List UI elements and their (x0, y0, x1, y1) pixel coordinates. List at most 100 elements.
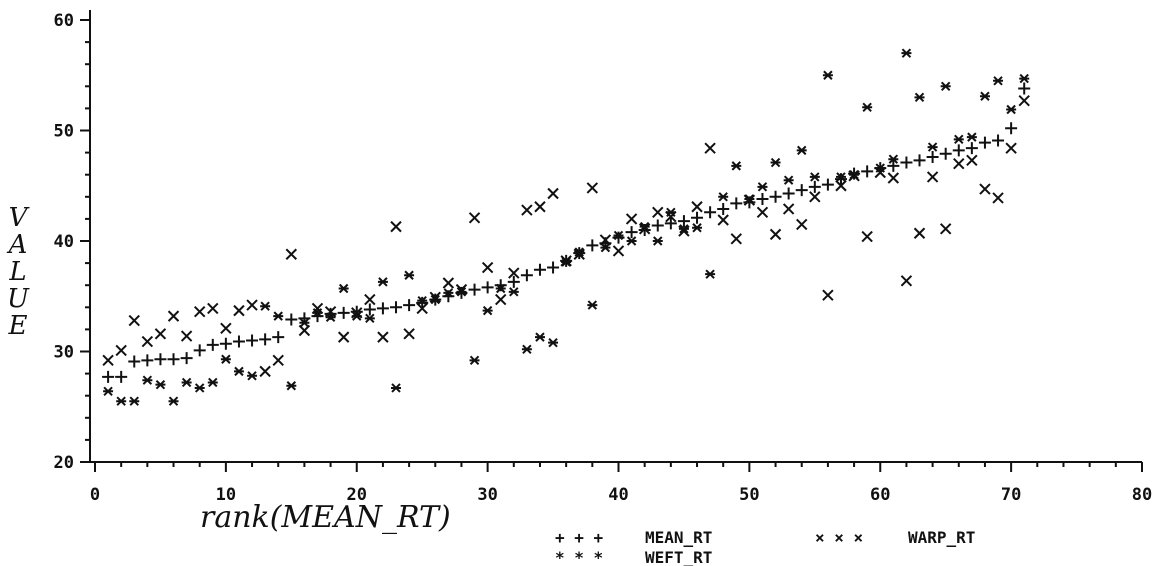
data-point-x (495, 293, 507, 306)
data-point-x (442, 277, 455, 289)
data-point-plus (913, 154, 926, 167)
data-point-x (769, 228, 782, 241)
data-marks (102, 48, 1031, 406)
data-point-plus (232, 335, 245, 348)
data-point-plus (285, 313, 298, 326)
data-point-plus (861, 165, 874, 178)
data-point-x (455, 283, 468, 296)
data-point-x (1005, 142, 1017, 154)
data-point-plus (520, 269, 533, 282)
data-point-plus (102, 370, 115, 383)
data-point-x (180, 330, 193, 342)
data-point-x (638, 223, 651, 235)
legend: + + + MEAN_RT × × × WARP_RT * * * WEFT_R… (555, 528, 975, 566)
data-point-plus (141, 354, 154, 367)
data-point-asterisk (639, 221, 650, 232)
legend-label-weft-rt: WEFT_RT (645, 548, 712, 566)
data-point-plus (481, 281, 494, 294)
data-point-x (468, 212, 481, 224)
data-point-x (364, 293, 376, 306)
y-tick-label: 30 (54, 343, 74, 363)
data-point-x (730, 233, 742, 245)
data-point-plus (154, 353, 167, 366)
x-tick-label: 80 (1132, 485, 1152, 505)
data-point-x (625, 213, 638, 225)
data-point-plus (992, 134, 1005, 147)
y-tick-label: 60 (54, 11, 74, 31)
data-point-x (612, 245, 625, 257)
data-point-asterisk (247, 371, 258, 381)
data-point-plus (756, 193, 769, 206)
legend-label-warp-rt: WARP_RT (908, 528, 975, 547)
data-point-asterisk (142, 375, 153, 385)
data-point-x (403, 328, 415, 340)
data-point-plus (952, 144, 965, 157)
data-point-x (756, 206, 769, 218)
data-point-plus (259, 333, 272, 346)
data-point-plus (651, 219, 664, 232)
data-point-asterisk (391, 383, 402, 393)
data-point-asterisk (561, 257, 572, 267)
data-point-asterisk (129, 396, 140, 406)
data-point-x (154, 328, 167, 340)
x-tick-label: 60 (870, 485, 890, 505)
data-point-asterisk (377, 277, 388, 287)
data-point-asterisk (888, 154, 899, 164)
data-point-asterisk (260, 301, 271, 311)
data-point-plus (1005, 122, 1018, 135)
data-point-plus (887, 159, 900, 172)
data-point-asterisk (849, 169, 860, 180)
legend-symbol-warp-rt: × × × (815, 528, 863, 547)
data-point-asterisk (705, 269, 716, 279)
data-point-plus (167, 353, 180, 366)
data-point-x (246, 299, 258, 311)
data-point-plus (219, 337, 232, 350)
data-point-asterisk (927, 142, 938, 152)
data-point-asterisk (744, 194, 755, 204)
data-point-asterisk (364, 313, 375, 324)
data-point-asterisk (875, 163, 886, 173)
legend-item-mean-rt: + + + MEAN_RT (555, 528, 712, 547)
data-point-plus (376, 302, 389, 315)
y-tick-label: 20 (54, 453, 74, 473)
data-point-plus (272, 331, 285, 344)
data-point-x (115, 344, 127, 357)
data-point-plus (717, 202, 730, 215)
data-point-x (874, 166, 886, 179)
data-point-x (926, 171, 939, 183)
data-point-asterisk (482, 305, 493, 316)
data-point-x (390, 220, 402, 233)
data-point-plus (939, 147, 952, 160)
data-point-x (796, 218, 808, 231)
data-point-asterisk (220, 354, 231, 364)
data-point-x (259, 365, 271, 378)
data-point-asterisk (548, 337, 559, 348)
x-axis-label: rank(MEAN_RT) (200, 500, 451, 535)
x-tick-label: 40 (608, 485, 628, 505)
data-point-x (128, 314, 140, 327)
data-point-asterisk (194, 383, 205, 393)
data-point-asterisk (103, 386, 114, 396)
data-point-asterisk (286, 381, 297, 391)
data-point-plus (390, 301, 403, 314)
data-point-plus (403, 299, 416, 312)
data-point-asterisk (469, 355, 480, 366)
data-point-plus (193, 344, 206, 357)
data-point-asterisk (404, 270, 415, 280)
data-point-plus (769, 190, 782, 203)
data-point-asterisk (835, 172, 846, 182)
data-point-plus (664, 217, 677, 230)
data-point-plus (834, 173, 847, 186)
x-tick-label: 20 (347, 485, 367, 505)
data-point-asterisk (534, 332, 545, 342)
data-point-plus (337, 306, 350, 319)
series-warp-rt (102, 94, 1030, 378)
data-point-x (573, 248, 585, 260)
data-point-plus (547, 261, 560, 274)
data-point-plus (586, 239, 599, 252)
data-point-asterisk (862, 102, 873, 113)
data-point-asterisk (521, 344, 532, 354)
data-point-x (704, 142, 716, 154)
